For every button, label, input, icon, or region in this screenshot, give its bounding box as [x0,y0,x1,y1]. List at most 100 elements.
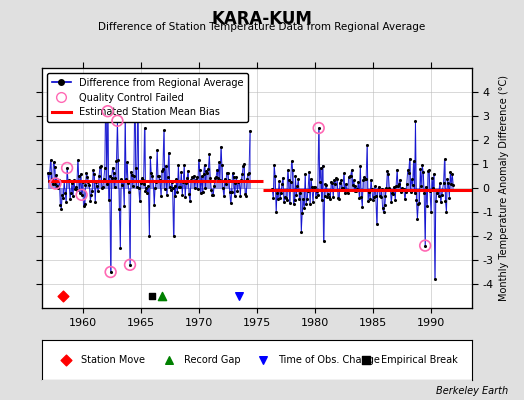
Point [402,181,411,187]
Point [322,182,331,188]
Point [65,177,73,184]
Point [387,199,396,206]
Point [237,177,245,184]
Point [328,180,336,186]
Point [259,357,267,363]
Point [91,198,100,205]
Point [108,164,117,171]
Point [119,178,127,184]
Point [424,168,432,174]
Point [271,172,279,179]
Point [434,192,443,199]
Point [344,190,352,196]
Point [184,168,192,174]
Point [400,185,408,192]
Point [358,204,366,210]
Point [298,210,307,216]
Point [216,177,224,183]
Point [417,183,425,189]
Point [53,182,62,189]
Point [97,163,105,169]
Point [269,195,277,201]
Point [167,179,176,185]
Text: Record Gap: Record Gap [184,355,241,365]
Point [376,194,385,200]
Point [377,186,386,192]
Point [347,167,356,173]
Point [95,173,103,179]
Point [161,186,169,193]
Point [368,186,376,192]
Point [338,185,346,191]
Point [309,198,317,205]
Point [374,187,382,193]
Point [436,198,445,205]
Point [345,173,354,180]
Point [80,201,89,208]
Point [100,175,108,182]
Point [146,153,155,160]
Point [62,199,70,205]
Point [300,205,308,211]
Point [231,193,239,199]
Point [106,269,115,275]
Point [189,174,197,180]
Point [52,172,61,178]
Text: Difference of Station Temperature Data from Regional Average: Difference of Station Temperature Data f… [99,22,425,32]
Point [152,179,160,185]
Point [104,108,112,114]
Point [150,202,158,208]
Point [244,171,252,177]
Point [367,177,375,183]
Point [448,170,456,177]
Point [313,188,321,194]
Point [228,170,237,176]
Point [296,190,304,196]
Point [134,94,142,100]
Point [357,193,365,200]
Point [279,174,287,181]
Point [304,187,312,194]
Point [445,194,454,201]
Point [337,177,345,184]
Point [54,185,62,192]
Point [220,193,228,200]
Point [61,357,70,363]
Point [68,180,76,186]
Point [239,163,247,169]
Point [334,194,342,201]
Point [399,186,407,192]
Point [375,184,383,190]
Point [332,175,340,181]
Point [336,180,344,186]
Point [69,193,77,199]
Point [187,176,195,183]
Point [177,169,185,176]
Point [314,125,323,131]
Point [401,189,410,195]
Point [143,190,151,196]
Point [173,189,182,196]
Point [321,181,330,187]
Point [48,180,57,187]
Point [182,180,190,186]
Point [416,166,424,172]
Point [78,192,86,198]
Point [132,165,140,172]
Point [192,174,201,180]
Point [275,178,283,185]
Point [278,181,286,188]
Point [174,161,182,168]
Point [369,197,377,203]
Point [222,180,230,187]
Point [118,181,126,188]
Point [87,192,95,198]
Point [215,159,223,166]
Point [113,118,122,124]
Point [430,171,438,177]
Point [240,161,248,167]
Point [447,181,455,187]
Point [306,200,314,207]
Point [238,171,246,177]
Point [149,178,157,184]
